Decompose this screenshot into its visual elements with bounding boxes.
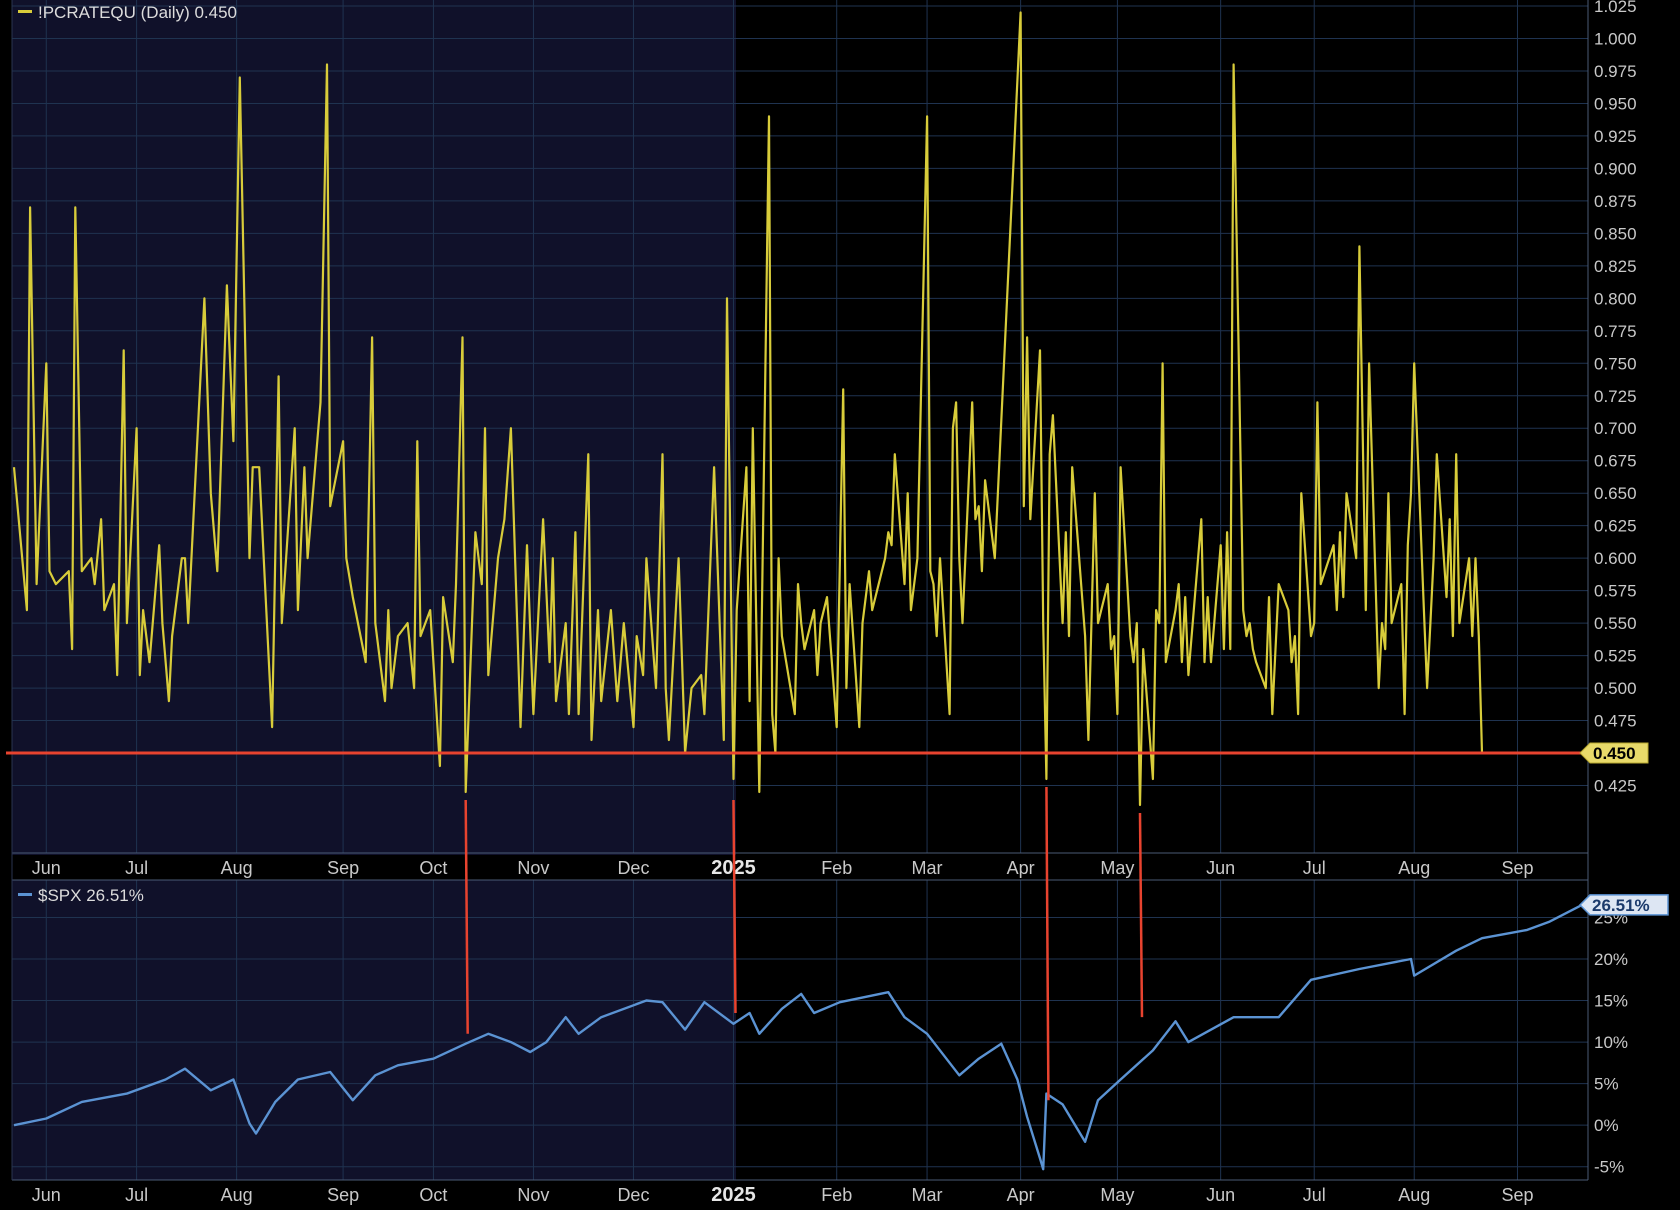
x-tick-label: Jun [1206,1185,1235,1205]
bottom-legend[interactable]: $SPX 26.51% [18,886,144,905]
legend-swatch-icon [18,893,32,896]
y-tick-label: 0.425 [1594,777,1637,796]
x-tick-label: Feb [821,1185,852,1205]
bottom-panel-grid [12,880,1588,1180]
y-tick-label: 0.750 [1594,354,1637,373]
x-tick-label: Jul [125,858,148,878]
x-tick-label: Aug [221,1185,253,1205]
spx-last-value-badge: 26.51% [1578,894,1669,916]
top-x-axis-labels: JunJulAugSepOctNovDec2025FebMarAprMayJun… [32,857,1534,879]
x-tick-label: Jul [125,1185,148,1205]
y-tick-label: 0.650 [1594,484,1637,503]
top-legend[interactable]: !PCRATEQU (Daily) 0.450 [18,3,237,22]
y-tick-label: 0.600 [1594,549,1637,568]
x-tick-label: Oct [419,858,447,878]
bottom-legend-label: $SPX 26.51% [38,886,144,905]
x-tick-label: Mar [912,858,943,878]
x-tick-label: Jun [1206,858,1235,878]
y-tick-label: 0% [1594,1116,1619,1135]
x-tick-label: 2025 [711,1184,756,1206]
x-tick-label: Aug [221,858,253,878]
x-tick-label: Jul [1303,858,1326,878]
y-tick-label: -5% [1594,1158,1624,1177]
legend-swatch-icon [18,10,32,13]
x-tick-label: Aug [1398,1185,1430,1205]
x-tick-label: May [1100,858,1134,878]
y-tick-label: 0.925 [1594,127,1637,146]
y-tick-label: 5% [1594,1075,1619,1094]
spx-last-value: 26.51% [1592,896,1650,915]
x-tick-label: Nov [517,858,549,878]
spx-series-line[interactable] [13,903,1583,1171]
x-tick-label: Apr [1007,858,1035,878]
y-tick-label: 0.800 [1594,289,1637,308]
y-tick-label: 0.950 [1594,94,1637,113]
y-tick-label: 0.625 [1594,517,1637,536]
x-tick-label: Apr [1007,1185,1035,1205]
prior-year-shading [12,880,736,1180]
x-tick-label: Sep [327,1185,359,1205]
x-tick-label: Dec [617,858,649,878]
y-tick-label: 0.875 [1594,192,1637,211]
x-tick-label: Dec [617,1185,649,1205]
y-tick-label: 0.775 [1594,322,1637,341]
y-tick-label: 0.550 [1594,614,1637,633]
y-tick-label: 0.700 [1594,419,1637,438]
y-tick-label: 10% [1594,1033,1628,1052]
pcratequ-series-line[interactable] [12,11,1484,807]
x-tick-label: Sep [1501,858,1533,878]
y-tick-label: 0.975 [1594,62,1637,81]
y-tick-label: 0.500 [1594,679,1637,698]
annotation-connector [1045,787,1050,1101]
x-tick-label: Aug [1398,858,1430,878]
y-tick-label: 0.525 [1594,647,1637,666]
x-tick-label: Sep [1501,1185,1533,1205]
y-tick-label: 1.025 [1594,0,1637,16]
y-tick-label: 0.475 [1594,712,1637,731]
x-tick-label: May [1100,1185,1134,1205]
top-y-axis-labels: 1.025 1.000 0.975 0.950 0.925 0.900 0.875 0.850… [1594,0,1637,796]
pcr-last-value-badge: 0.450 [1579,742,1649,764]
pcr-last-value: 0.450 [1593,744,1636,763]
y-tick-label: 0.825 [1594,257,1637,276]
x-tick-label: Jul [1303,1185,1326,1205]
y-tick-label: 0.675 [1594,452,1637,471]
y-tick-label: 1.000 [1594,29,1637,48]
x-tick-label: Jun [32,1185,61,1205]
x-tick-label: Nov [517,1185,549,1205]
x-tick-label: Sep [327,858,359,878]
y-tick-label: 20% [1594,950,1628,969]
annotation-connector [464,800,469,1034]
x-tick-label: Oct [419,1185,447,1205]
x-tick-label: Feb [821,858,852,878]
top-legend-label: !PCRATEQU (Daily) 0.450 [38,3,237,22]
x-tick-label: Mar [912,1185,943,1205]
y-tick-label: 0.725 [1594,387,1637,406]
y-tick-label: 0.575 [1594,582,1637,601]
annotation-connector [1138,812,1144,1018]
x-tick-label: Jun [32,858,61,878]
y-tick-label: 0.900 [1594,159,1637,178]
bottom-x-axis-labels: Jun Jul Aug Sep Oct Nov Dec 2025 Feb Mar Apr May Jun… [32,1184,1534,1206]
y-tick-label: 0.850 [1594,224,1637,243]
y-tick-label: 15% [1594,992,1628,1011]
annotation-connectors [464,787,1144,1101]
annotation-connector [732,800,737,1014]
